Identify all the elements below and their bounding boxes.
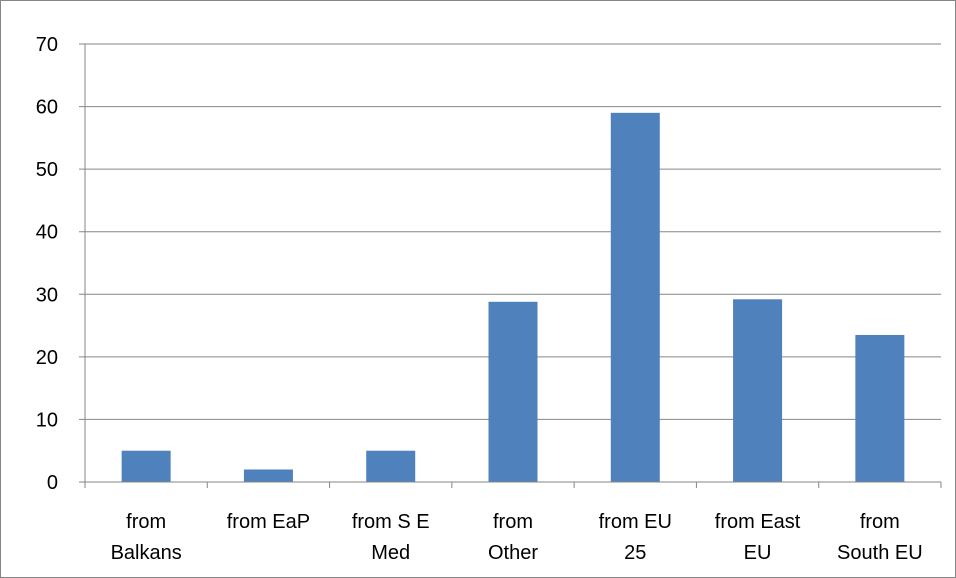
- x-category-label: from EU 25: [599, 511, 672, 564]
- bar: [488, 301, 538, 482]
- y-tick-label: 60: [36, 97, 58, 119]
- bar: [243, 469, 293, 482]
- bar: [366, 450, 416, 482]
- y-tick-labels: 0 10 20 30 40 50 60 70: [36, 34, 58, 494]
- bar: [121, 450, 171, 482]
- y-tick-label: 70: [36, 34, 58, 56]
- x-category-label: from South EU: [837, 511, 923, 564]
- bar: [855, 334, 905, 482]
- x-category-label: from S E Med: [352, 511, 430, 564]
- bar: [610, 112, 660, 482]
- x-category-label: from Balkans: [111, 511, 182, 564]
- bar: [733, 299, 783, 482]
- y-tick-label: 20: [36, 347, 58, 369]
- x-category-label: from EaP: [227, 511, 310, 533]
- y-tick-label: 50: [36, 159, 58, 181]
- y-tick-label: 40: [36, 222, 58, 244]
- x-category-label: from East EU: [715, 511, 801, 564]
- axes: [79, 44, 942, 488]
- y-tick-label: 10: [36, 409, 58, 431]
- bars: [121, 112, 905, 482]
- y-tick-label: 30: [36, 284, 58, 306]
- x-category-labels: from Balkans from EaP from S E Med from Other f…: [111, 511, 923, 564]
- gridlines: [79, 43, 941, 420]
- y-tick-label: 0: [47, 472, 58, 494]
- x-category-label: from Other: [488, 511, 538, 564]
